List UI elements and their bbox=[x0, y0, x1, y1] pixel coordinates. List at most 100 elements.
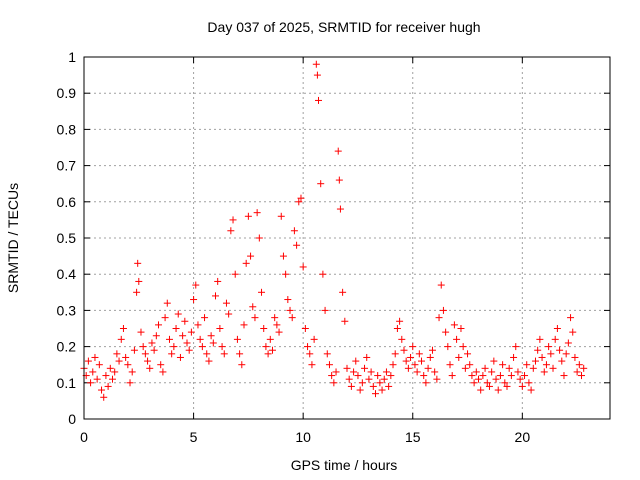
data-point bbox=[144, 357, 152, 365]
data-point bbox=[385, 382, 393, 390]
data-point bbox=[514, 368, 522, 376]
data-point bbox=[148, 339, 156, 347]
data-point bbox=[209, 339, 217, 347]
data-point bbox=[499, 361, 507, 369]
data-point bbox=[282, 270, 290, 278]
data-point bbox=[428, 346, 436, 354]
data-point bbox=[157, 361, 165, 369]
data-point bbox=[374, 372, 382, 380]
axis-ticks: 00.10.20.30.40.50.60.70.80.910 5 10 15 20 bbox=[57, 49, 610, 445]
data-point bbox=[341, 317, 349, 325]
data-point bbox=[407, 353, 415, 361]
data-point bbox=[457, 325, 465, 332]
data-point bbox=[461, 364, 469, 372]
y-axis-label: SRMTID / TECUs bbox=[5, 183, 21, 293]
data-point bbox=[558, 357, 566, 365]
data-point bbox=[347, 382, 355, 390]
data-point bbox=[567, 314, 575, 322]
data-point bbox=[354, 372, 362, 380]
data-point bbox=[227, 227, 235, 235]
data-point bbox=[334, 147, 342, 155]
data-point bbox=[133, 288, 141, 296]
data-point bbox=[439, 306, 447, 314]
data-point bbox=[244, 212, 252, 220]
data-point bbox=[569, 328, 577, 336]
data-point bbox=[442, 328, 450, 336]
data-point bbox=[512, 343, 520, 351]
data-point bbox=[89, 368, 97, 376]
data-point bbox=[319, 270, 327, 278]
data-point bbox=[301, 325, 309, 332]
data-point bbox=[95, 361, 103, 369]
data-point bbox=[205, 357, 213, 365]
data-point bbox=[266, 335, 274, 343]
data-point bbox=[556, 346, 564, 354]
data-point bbox=[236, 350, 244, 358]
data-point bbox=[547, 350, 555, 358]
data-point bbox=[231, 270, 239, 278]
y-tick-label: 0.4 bbox=[57, 266, 77, 282]
data-point bbox=[343, 364, 351, 372]
data-point bbox=[134, 259, 142, 267]
data-point bbox=[102, 372, 110, 380]
data-point bbox=[176, 353, 184, 361]
data-point bbox=[168, 350, 176, 358]
data-point bbox=[150, 346, 158, 354]
data-point bbox=[190, 296, 198, 304]
data-point bbox=[128, 368, 136, 376]
data-point bbox=[426, 353, 434, 361]
data-point bbox=[455, 353, 463, 361]
data-point bbox=[549, 364, 557, 372]
data-point bbox=[396, 317, 404, 325]
data-point bbox=[525, 379, 533, 387]
data-point bbox=[220, 350, 228, 358]
data-point bbox=[268, 346, 276, 354]
data-point bbox=[313, 71, 321, 79]
x-tick-label: 15 bbox=[405, 429, 421, 445]
data-point bbox=[444, 343, 452, 351]
data-point bbox=[475, 375, 482, 383]
data-point bbox=[468, 372, 476, 380]
data-point bbox=[418, 357, 426, 365]
data-point bbox=[192, 281, 200, 289]
data-point bbox=[181, 317, 189, 325]
data-point bbox=[505, 364, 513, 372]
data-point bbox=[130, 346, 138, 354]
data-point bbox=[415, 350, 423, 358]
data-point bbox=[240, 321, 248, 329]
data-point bbox=[306, 350, 314, 358]
data-point bbox=[104, 382, 112, 390]
data-point bbox=[100, 393, 108, 401]
data-point bbox=[187, 328, 195, 336]
data-point bbox=[560, 372, 568, 380]
y-tick-label: 0 bbox=[68, 411, 76, 427]
data-point bbox=[194, 321, 202, 329]
data-point bbox=[369, 382, 377, 390]
data-point bbox=[325, 361, 333, 369]
data-point bbox=[446, 361, 454, 369]
data-point bbox=[273, 321, 281, 329]
data-point bbox=[411, 361, 419, 369]
data-point bbox=[330, 379, 338, 387]
data-point bbox=[328, 372, 336, 380]
data-point bbox=[185, 346, 193, 354]
data-point bbox=[352, 357, 360, 365]
data-point bbox=[345, 375, 353, 383]
data-point bbox=[350, 368, 358, 376]
data-point bbox=[258, 288, 266, 296]
data-point bbox=[249, 303, 257, 311]
data-point bbox=[479, 372, 487, 380]
data-point bbox=[264, 350, 272, 358]
data-point bbox=[146, 364, 154, 372]
data-point bbox=[365, 375, 373, 383]
data-point bbox=[253, 209, 261, 217]
data-point bbox=[503, 382, 511, 390]
data-point bbox=[409, 343, 417, 351]
data-point bbox=[98, 386, 106, 394]
data-point bbox=[214, 277, 222, 285]
data-point bbox=[536, 335, 544, 343]
data-point bbox=[251, 314, 259, 322]
y-tick-label: 0.7 bbox=[57, 158, 77, 174]
x-axis-label: GPS time / hours bbox=[291, 457, 398, 473]
